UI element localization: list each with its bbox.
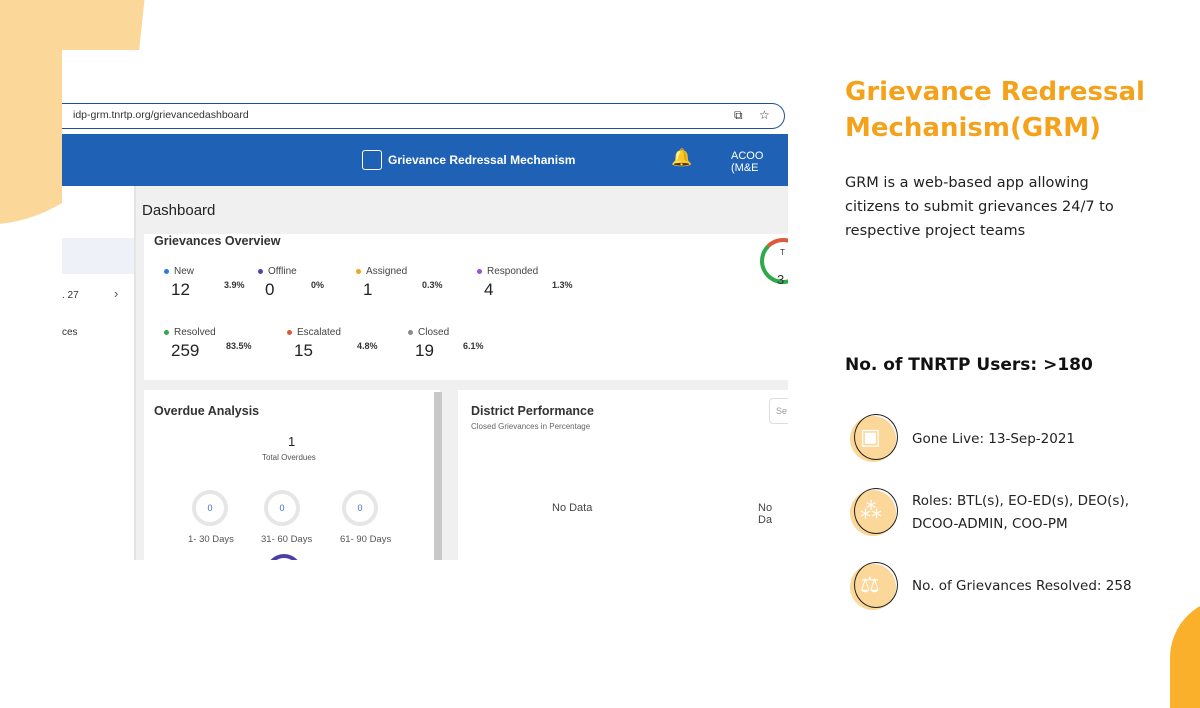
status-dot	[164, 269, 169, 274]
stat-label-text: New	[174, 266, 195, 277]
overdue-bucket-1-ring[interactable]: 0	[192, 490, 228, 526]
stat-label-text: Assigned	[366, 266, 408, 277]
roles-text: Roles: BTL(s), EO-ED(s), DEO(s), DCOO-AD…	[912, 493, 1130, 532]
stat-value: 19	[415, 341, 434, 360]
stat-percent: 83.5%	[226, 341, 252, 351]
stat-value: 1	[363, 280, 373, 299]
district-title: District Performance	[471, 404, 594, 418]
status-dot	[287, 330, 292, 335]
stat-value: 12	[171, 280, 190, 299]
status-dot	[356, 269, 361, 274]
page-title: Dashboard	[142, 202, 216, 219]
sidebar-item-2[interactable]: ces	[62, 327, 78, 338]
status-dot	[477, 269, 482, 274]
stat-label: Resolved	[164, 327, 216, 338]
star-icon[interactable]: ☆	[759, 108, 770, 122]
sidebar-item-selected[interactable]	[62, 238, 134, 274]
app-header: Grievance Redressal Mechanism 🔔 ACOO (M&…	[62, 134, 788, 186]
url-text[interactable]: idp-grm.tnrtp.org/grievancedashboard	[73, 109, 249, 121]
stat-label: Responded	[477, 266, 538, 277]
stat-label: Assigned	[356, 266, 407, 277]
status-dot	[164, 330, 169, 335]
stat-value: 259	[171, 341, 200, 360]
stat-assigned[interactable]: Assigned 1 0.3%	[356, 266, 443, 299]
donut-label: T	[780, 248, 785, 257]
stat-label: Offline	[258, 266, 297, 277]
grievances-overview-card: Grievances Overview New 12 3.9% Offline 0 0% A…	[144, 234, 788, 380]
stat-label: New	[164, 266, 194, 277]
stat-label-text: Offline	[268, 266, 297, 277]
dashboard-main: Dashboard Grievances Overview New 12 3.9% O…	[136, 186, 788, 560]
no-data-text-2: No Da	[758, 502, 773, 526]
sidebar-item-1[interactable]: . 27	[62, 290, 79, 301]
overdue-bucket-2-ring[interactable]: 0	[264, 490, 300, 526]
info-item-resolved: ⚖ No. of Grievances Resolved: 258	[848, 560, 1188, 616]
overdue-ring-partial	[266, 554, 302, 560]
overview-donut	[760, 238, 788, 284]
total-overdues-value: 1	[288, 434, 296, 449]
info-item-golive: ▣ Gone Live: 13-Sep-2021	[848, 412, 1188, 468]
stat-value: 15	[294, 341, 313, 360]
bell-icon[interactable]: 🔔	[671, 148, 693, 167]
panel-title: Grievance Redressal Mechanism(GRM)	[845, 77, 1145, 143]
gavel-icon: ⚖	[848, 560, 902, 614]
no-data-text-1: No Data	[552, 502, 593, 514]
stat-closed[interactable]: Closed 19 6.1%	[408, 327, 484, 360]
stat-label: Escalated	[287, 327, 341, 338]
stat-percent: 0%	[311, 280, 325, 290]
stat-offline[interactable]: Offline 0 0%	[258, 266, 324, 299]
browser-address-bar[interactable]: idp-grm.tnrtp.org/grievancedashboard ⧉ ☆	[62, 103, 785, 129]
dashboard-screenshot: idp-grm.tnrtp.org/grievancedashboard ⧉ ☆…	[62, 98, 788, 560]
stat-label-text: Closed	[418, 327, 450, 338]
certificate-icon: ▣	[848, 412, 902, 466]
overview-title: Grievances Overview	[154, 234, 281, 248]
users-count: No. of TNRTP Users: >180	[845, 355, 1093, 375]
stat-responded[interactable]: Responded 4 1.3%	[477, 266, 573, 299]
stat-label-text: Responded	[487, 266, 539, 277]
status-dot	[408, 330, 413, 335]
stat-percent: 6.1%	[463, 341, 484, 351]
app-logo-icon	[362, 150, 382, 170]
overdue-bucket-3-label: 61- 90 Days	[340, 534, 392, 545]
people-network-icon: ⁂	[848, 486, 902, 540]
panel-description: GRM is a web-based app allowing citizens…	[845, 175, 1114, 239]
total-overdues-label: Total Overdues	[262, 453, 316, 462]
stat-escalated[interactable]: Escalated 15 4.8%	[287, 327, 378, 360]
chevron-right-icon[interactable]: ›	[114, 286, 119, 301]
stat-percent: 1.3%	[552, 280, 573, 290]
stat-percent: 4.8%	[357, 341, 378, 351]
cast-icon[interactable]: ⧉	[734, 108, 743, 122]
overdue-bucket-2-label: 31- 60 Days	[261, 534, 313, 545]
stat-label: Closed	[408, 327, 449, 338]
overdue-bucket-3-ring[interactable]: 0	[342, 490, 378, 526]
sidebar: . 27 › ces	[62, 186, 136, 560]
stat-new[interactable]: New 12 3.9%	[164, 266, 245, 299]
overdue-analysis-card: Overdue Analysis 1 Total Overdues 0 0 0 …	[144, 390, 440, 560]
stat-value: 0	[265, 280, 275, 299]
app-title-text: Grievance Redressal Mechanism	[388, 153, 576, 167]
stat-label-text: Escalated	[297, 327, 341, 338]
scrollbar[interactable]	[434, 392, 442, 560]
info-item-roles: ⁂ Roles: BTL(s), EO-ED(s), DEO(s), DCOO-…	[848, 486, 1188, 542]
stat-percent: 3.9%	[224, 280, 245, 290]
stat-resolved[interactable]: Resolved 259 83.5%	[164, 327, 252, 360]
app-title: Grievance Redressal Mechanism	[362, 150, 575, 170]
resolved-text: No. of Grievances Resolved: 258	[912, 578, 1132, 594]
stat-label-text: Resolved	[174, 327, 216, 338]
stat-percent: 0.3%	[422, 280, 443, 290]
stat-value: 4	[484, 280, 494, 299]
district-subtitle: Closed Grievances in Percentage	[471, 422, 591, 431]
golive-text: Gone Live: 13-Sep-2021	[912, 431, 1076, 447]
overdue-bucket-1-label: 1- 30 Days	[188, 534, 234, 545]
overdue-title: Overdue Analysis	[154, 404, 260, 418]
district-performance-card: District Performance Closed Grievances i…	[458, 390, 788, 560]
status-dot	[258, 269, 263, 274]
district-select[interactable]: Se	[769, 398, 788, 424]
user-account-menu[interactable]: ACOO (M&E	[731, 150, 764, 174]
donut-value: 3	[777, 272, 785, 287]
